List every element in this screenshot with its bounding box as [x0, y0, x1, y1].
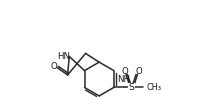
Text: O: O [135, 67, 141, 76]
Text: S: S [128, 83, 134, 92]
Text: O: O [121, 67, 128, 76]
Text: HN: HN [57, 52, 70, 61]
Text: O: O [51, 62, 57, 71]
Text: NH: NH [117, 75, 130, 84]
Text: CH₃: CH₃ [146, 83, 161, 92]
